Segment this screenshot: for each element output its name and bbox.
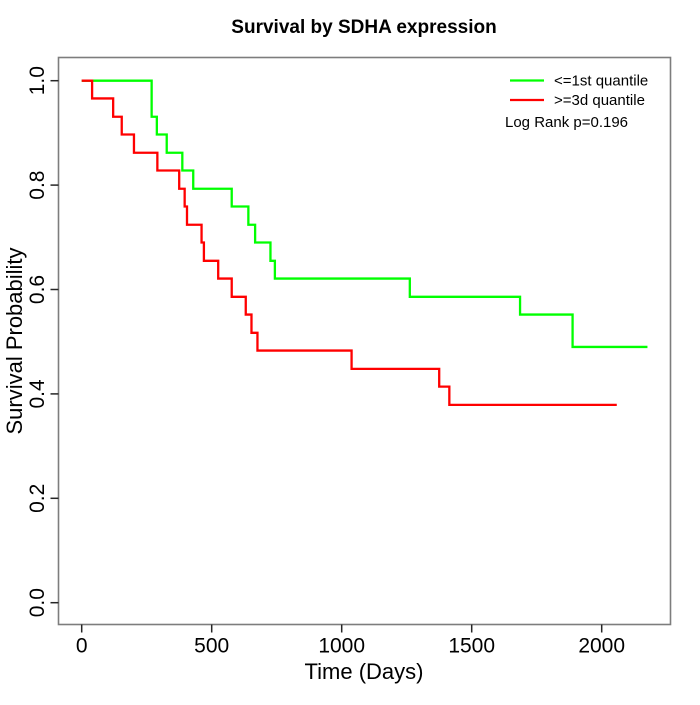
- y-axis: 0.0 0.2 0.4 0.6 0.8 1.0: [26, 66, 59, 617]
- legend: <=1st quantile >=3d quantile Log Rank p=…: [505, 73, 648, 132]
- legend-label-third-quantile: >=3d quantile: [554, 92, 645, 109]
- y-tick-label: 0.4: [26, 379, 49, 409]
- x-tick-label: 500: [194, 635, 229, 658]
- km-curve-third-quantile: [81, 79, 617, 407]
- chart-title: Survival by SDHA expression: [231, 17, 496, 38]
- legend-label-first-quantile: <=1st quantile: [554, 73, 648, 90]
- km-curve-first-quantile: [81, 79, 648, 349]
- log-rank-annotation: Log Rank p=0.196: [505, 114, 628, 131]
- plot-box: [57, 56, 672, 626]
- y-tick-label: 0.0: [26, 588, 49, 617]
- series-lines: [81, 79, 648, 407]
- y-axis-label: Survival Probability: [2, 247, 27, 434]
- x-axis-label: Time (Days): [305, 659, 424, 684]
- x-tick-label: 1000: [318, 635, 365, 658]
- x-tick-label: 1500: [448, 635, 495, 658]
- y-tick-label: 0.8: [26, 170, 49, 199]
- y-tick-label: 0.2: [26, 484, 49, 513]
- y-tick-label: 0.6: [26, 275, 49, 304]
- x-tick-label: 0: [76, 635, 88, 658]
- x-axis: 0 500 1000 1500 2000: [76, 624, 625, 658]
- y-tick-label: 1.0: [26, 66, 49, 95]
- x-tick-label: 2000: [578, 635, 625, 658]
